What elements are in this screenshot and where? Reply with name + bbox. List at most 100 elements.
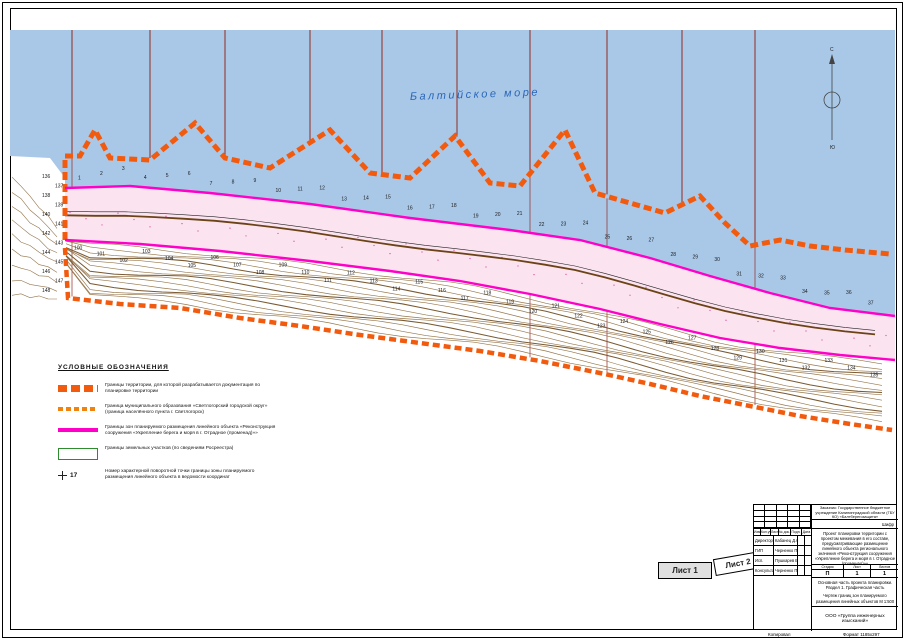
- point-number: 6: [188, 171, 191, 177]
- point-number: 133: [825, 358, 834, 364]
- zone-dot: [437, 259, 439, 261]
- point-number: 114: [392, 286, 400, 292]
- zone-dot: [629, 294, 631, 296]
- signature-cell: [805, 556, 812, 565]
- staff-cell: Черненко П.В.: [775, 546, 798, 555]
- legend-item-text: Номер характерной поворотной точки грани…: [105, 469, 255, 480]
- contour-line: [65, 259, 883, 414]
- point-number: 14: [363, 195, 369, 201]
- point-number: 111: [324, 278, 332, 284]
- legend-item: 17 Номер характерной поворотной точки гра…: [58, 469, 276, 481]
- point-number: 103: [142, 249, 151, 255]
- point-number: 23: [561, 221, 567, 227]
- retaining-wall-line: [64, 211, 876, 331]
- point-number: 22: [539, 222, 545, 228]
- point-number: 136: [42, 174, 51, 180]
- legend-title: УСЛОВНЫЕ ОБОЗНАЧЕНИЯ: [58, 364, 169, 371]
- sheets-col: Листов 1: [871, 565, 898, 577]
- point-number: 11: [297, 187, 302, 193]
- legend-symbol-linear-zone: [58, 428, 98, 432]
- staff-cell: ГИП: [754, 546, 774, 555]
- zone-dot: [373, 244, 375, 247]
- zone-dot: [117, 212, 119, 214]
- staff-row: КонсультантЧерненко П.В.: [754, 566, 812, 576]
- zone-dot: [485, 266, 487, 268]
- point-number: 146: [42, 269, 51, 275]
- zone-dot: [165, 215, 167, 217]
- point-number: 5: [166, 173, 169, 179]
- column-header: Подп.: [791, 529, 802, 535]
- point-number: 100: [74, 245, 83, 251]
- zone-dot: [133, 218, 135, 221]
- zone-dot: [421, 251, 423, 253]
- point-number: 127: [688, 336, 697, 342]
- contour-line: [65, 247, 883, 375]
- sheet-tab-1[interactable]: Лист 1: [658, 562, 712, 579]
- zone-dot: [101, 224, 103, 226]
- revision-cell: [788, 505, 800, 511]
- zone-dot: [405, 243, 407, 245]
- planned-zone-band: [65, 186, 895, 360]
- cross-icon: [58, 471, 67, 480]
- point-number: 102: [119, 258, 128, 264]
- point-number: 123: [597, 323, 606, 329]
- contour-line: [65, 251, 883, 394]
- legend-item: Границы земельных участков (по сведениям…: [58, 446, 276, 460]
- staff-cell: Директор: [755, 536, 774, 545]
- point-number: 145: [55, 260, 64, 266]
- point-number: 129: [734, 355, 743, 361]
- stage-row: Стадия П Лист 1 Листов 1: [812, 565, 898, 578]
- empty-cell: [754, 576, 812, 631]
- point-number: 18: [451, 203, 457, 209]
- point-number: 36: [846, 290, 852, 296]
- point-number: 15: [385, 195, 391, 201]
- revision-cell: [799, 522, 811, 528]
- contour-line: [65, 255, 883, 408]
- contour-line: [11, 176, 58, 229]
- zone-dot: [389, 253, 391, 255]
- point-number: 135: [870, 373, 879, 379]
- revision-cell: [788, 522, 800, 528]
- contour-line: [11, 264, 58, 283]
- zone-dot: [69, 211, 71, 214]
- revision-cell: [765, 505, 777, 511]
- revision-cell: [754, 522, 766, 528]
- zone-dot: [677, 307, 679, 309]
- point-number: 137: [55, 184, 64, 190]
- zone-dot: [533, 274, 535, 276]
- point-number: 9: [254, 178, 257, 184]
- zone-dot: [885, 334, 887, 337]
- zone-dot: [229, 227, 231, 229]
- signature-cell: [798, 536, 805, 545]
- point-number: 30: [714, 257, 720, 263]
- sheet-value: 1: [855, 571, 859, 577]
- zone-dot: [197, 230, 199, 232]
- staff-cell: Консультант: [754, 566, 774, 575]
- organization-cell: ООО «Группа инженерных изысканий»: [825, 614, 885, 624]
- zone-dot: [869, 345, 871, 347]
- point-number: 105: [188, 263, 197, 269]
- signature-cell: [805, 546, 812, 555]
- zone-dot: [517, 265, 519, 267]
- contour-line: [65, 240, 883, 370]
- point-number: 17: [429, 204, 435, 210]
- legend-symbol-municipal-boundary: [58, 407, 98, 411]
- point-number: 142: [42, 231, 51, 237]
- stage-col: Стадия П: [812, 565, 844, 577]
- zone-dot: [293, 240, 295, 242]
- point-number: 116: [438, 288, 446, 294]
- point-number: 20: [495, 212, 501, 218]
- zone-dot: [645, 286, 647, 288]
- cipher-cell: Шифр: [812, 520, 898, 529]
- staff-row: Исп.Пушкарев В.А.: [754, 556, 812, 566]
- zone-dot: [581, 282, 583, 284]
- title-block: Заказчик: Государственное бюджетное учре…: [753, 504, 898, 631]
- column-header: Дата: [802, 529, 812, 535]
- point-number: 2: [100, 171, 103, 177]
- project-title-cell: Проект планировки территории с проектом …: [812, 529, 898, 565]
- zone-dot: [661, 296, 663, 299]
- legend-items: Границы территории, для которой разрабат…: [58, 383, 276, 481]
- compass-icon: СЮ: [823, 47, 841, 151]
